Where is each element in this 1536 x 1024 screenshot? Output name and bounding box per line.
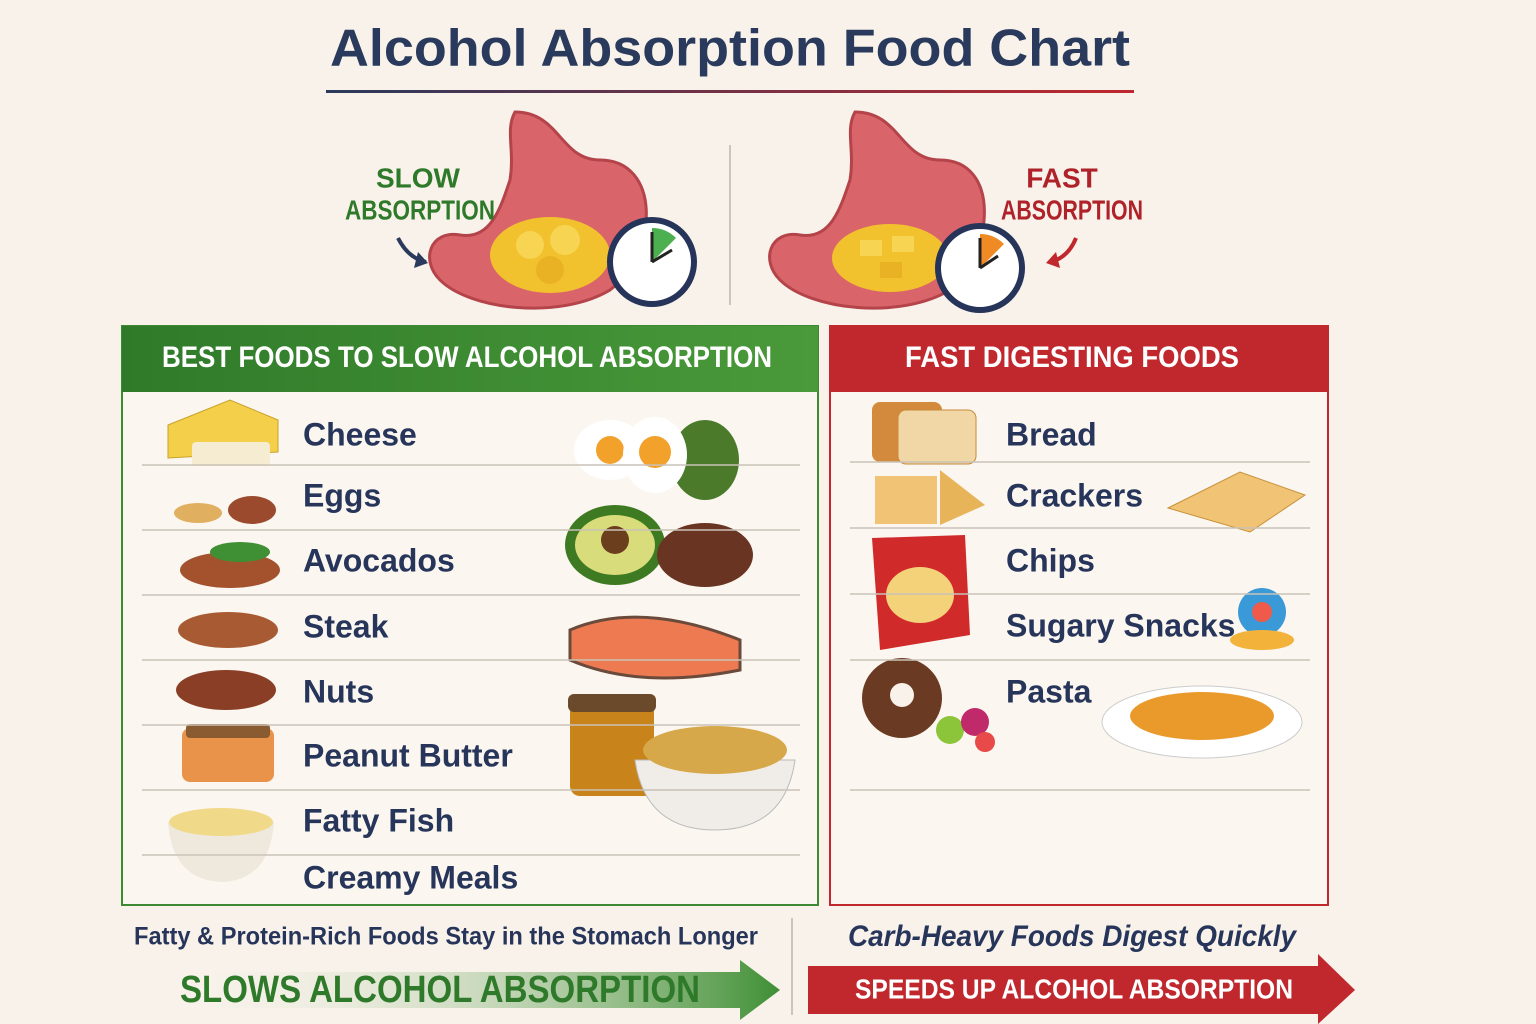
slow-arrow [180,960,780,1020]
fast-arrow [808,954,1355,1024]
food-item: Bread [1006,416,1097,452]
footer-banner: SLOWS ALCOHOL ABSORPTION [180,969,700,1011]
stomach-slow [396,110,697,310]
food-item: Eggs [303,477,381,513]
panel-header: BEST FOODS TO SLOW ALCOHOL ABSORPTION [162,341,772,374]
footer-caption: Fatty & Protein-Rich Foods Stay in the S… [134,923,758,951]
food-item: Chips [1006,542,1095,578]
slow-panel-header [122,326,818,392]
food-item: Sugary Snacks [1006,607,1235,643]
food-item: Cheese [303,416,417,452]
slow-label: ABSORPTION [345,194,495,225]
panel-header: FAST DIGESTING FOODS [905,341,1239,374]
food-item: Creamy Meals [303,859,518,895]
food-item: Crackers [1006,477,1143,513]
food-item: Fatty Fish [303,802,454,838]
footer-caption: Carb-Heavy Foods Digest Quickly [848,920,1297,953]
fast-label: FAST [1026,162,1098,193]
food-item: Pasta [1006,673,1092,709]
footer-banner: SPEEDS UP ALCOHOL ABSORPTION [855,973,1293,1004]
food-item: Nuts [303,673,374,709]
fast-label: ABSORPTION [1001,194,1143,225]
food-icons [167,399,1307,882]
title-underline [326,90,1134,93]
fast-panel-header [830,326,1328,392]
food-item: Avocados [303,542,455,578]
title: Alcohol Absorption Food Chart [330,20,1130,78]
food-item: Steak [303,608,389,644]
stomach-fast [768,110,1078,313]
slow-label: SLOW [376,162,461,193]
food-item: Peanut Butter [303,737,513,773]
